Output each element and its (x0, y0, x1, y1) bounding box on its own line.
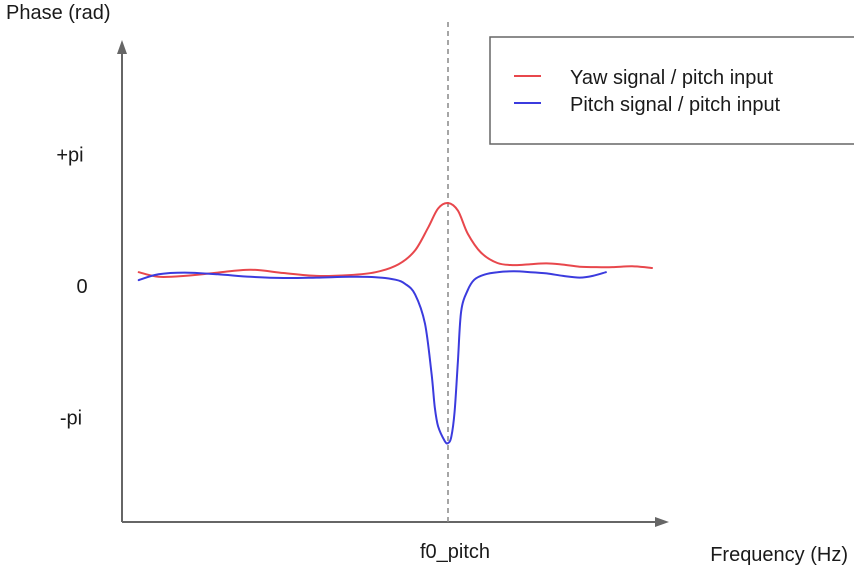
legend-box (489, 36, 854, 145)
y-axis-label: Phase (rad) (6, 2, 111, 24)
series-line-yaw (137, 201, 653, 279)
legend: Yaw signal / pitch input Pitch signal / … (489, 36, 854, 145)
legend-label-yaw: Yaw signal / pitch input (570, 67, 774, 89)
legend-label-pitch: Pitch signal / pitch input (570, 94, 781, 116)
y-axis-arrow (117, 40, 127, 54)
x-axis-label: Frequency (Hz) (710, 544, 848, 566)
series-line-pitch (137, 270, 607, 445)
x-tick-label: f0_pitch (420, 541, 490, 563)
y-tick-label: -pi (60, 408, 82, 430)
y-tick-label: +pi (56, 144, 83, 166)
x-axis-arrow (655, 517, 669, 527)
y-tick-label: 0 (76, 276, 87, 298)
